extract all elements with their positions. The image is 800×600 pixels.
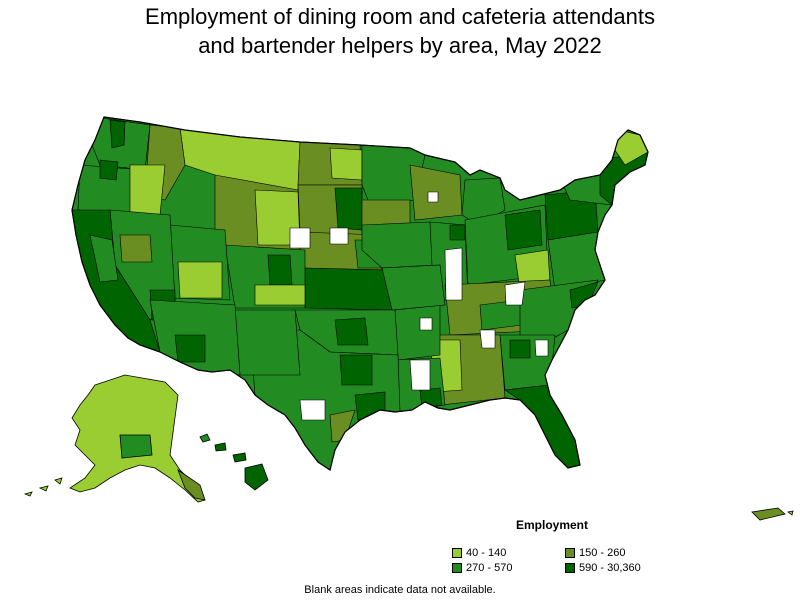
hawaii-kauai [199, 433, 211, 443]
region-co-east-light [254, 284, 306, 306]
legend-swatch-2 [565, 548, 575, 558]
legend-swatch-4 [565, 563, 575, 573]
region-blank-9 [419, 317, 433, 331]
region-ohio-metro [504, 209, 543, 251]
legend-label-1: 40 - 140 [466, 547, 507, 559]
alaska-panhandle [177, 468, 206, 501]
title-line-2: and bartender helpers by area, May 2022 [198, 33, 602, 58]
puerto-rico [751, 507, 794, 521]
region-kansas [304, 267, 393, 311]
puerto-rico-island [751, 507, 786, 521]
region-okc [334, 317, 369, 346]
alaska-island-3 [23, 491, 33, 497]
region-idaho-south [129, 164, 166, 216]
region-arkansas [394, 304, 441, 361]
hawaii-oahu [214, 442, 227, 452]
region-blank-7 [534, 339, 549, 357]
region-utah-light [177, 261, 223, 299]
region-chicago [449, 224, 466, 241]
legend-item-3: 270 - 570 [452, 562, 512, 574]
region-dfw [339, 354, 373, 386]
region-blank-1 [289, 227, 311, 249]
region-blank-3 [444, 247, 463, 301]
hawaii-maui [232, 452, 247, 463]
region-blank-6 [479, 329, 496, 349]
hawaii [199, 433, 269, 491]
region-blank-5 [409, 359, 431, 391]
region-nd-west [329, 147, 363, 181]
region-missouri [381, 264, 446, 311]
puerto-rico-islet [787, 510, 794, 516]
legend-swatch-3 [452, 563, 462, 573]
footnote: Blank areas indicate data not available. [304, 584, 496, 596]
region-new-mexico [234, 309, 301, 376]
legend-item-1: 40 - 140 [452, 547, 506, 559]
hawaii-big-island [244, 463, 269, 491]
alaska-island-2 [38, 485, 49, 492]
alaska-anchorage [119, 434, 153, 459]
region-atlanta [509, 339, 531, 359]
map-title: Employment of dining room and cafeteria … [0, 2, 800, 60]
region-blank-8 [427, 191, 439, 203]
conus-outline [71, 116, 649, 471]
region-phoenix [174, 334, 206, 363]
region-portland [99, 159, 119, 181]
legend-item-2: 150 - 260 [565, 547, 625, 559]
region-florida [504, 384, 581, 469]
alaska [23, 374, 206, 503]
region-houston [354, 391, 386, 421]
region-west-texas-blank [299, 399, 326, 421]
legend-label-3: 270 - 570 [466, 562, 513, 574]
legend-label-2: 150 - 260 [579, 547, 626, 559]
region-denver [267, 254, 293, 286]
legend-item-4: 590 - 30,360 [565, 562, 641, 574]
alaska-island-1 [54, 477, 63, 485]
region-nevada-light [119, 234, 153, 263]
legend-label-4: 590 - 30,360 [579, 562, 641, 574]
region-ca-central [89, 234, 119, 283]
region-seattle [109, 119, 126, 149]
region-sd-east [334, 187, 363, 231]
title-line-1: Employment of dining room and cafeteria … [145, 4, 655, 29]
legend-title: Employment [516, 518, 589, 532]
region-blank-4 [504, 281, 526, 306]
legend-swatch-1 [452, 548, 462, 558]
region-blank-2 [329, 227, 349, 245]
